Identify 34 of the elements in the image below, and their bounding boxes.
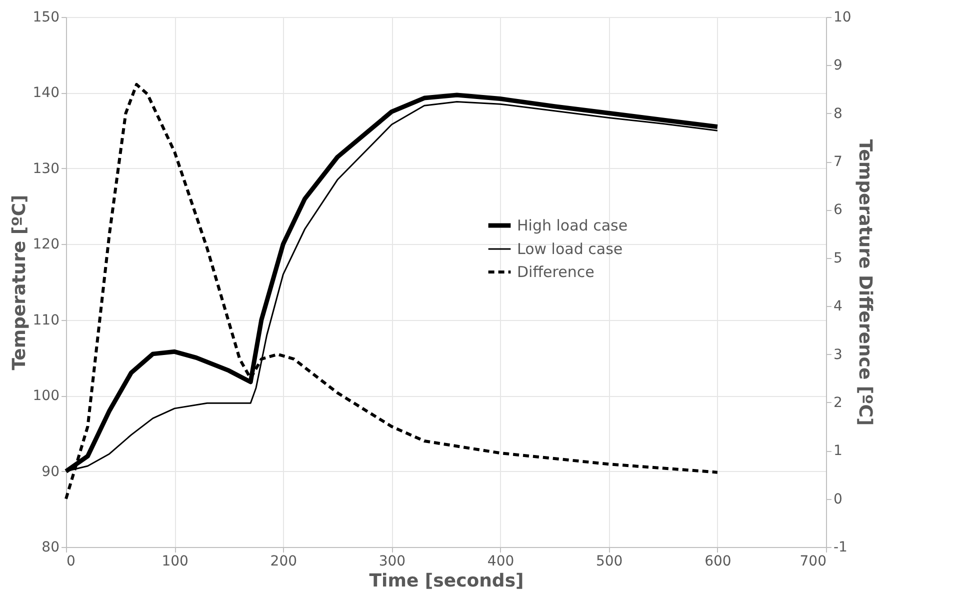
y2-tick-label: 7: [834, 154, 842, 170]
y-tick-label: 100: [32, 388, 60, 404]
y-tick-label: 110: [32, 312, 60, 328]
y2-tick-label: 4: [834, 298, 842, 315]
y2-tick-label: 6: [834, 202, 842, 218]
x-tick-label: 300: [378, 554, 406, 570]
y2-tick-label: 0: [834, 491, 842, 508]
y2-tick-label: 3: [834, 346, 842, 363]
legend-label: Difference: [517, 263, 594, 281]
legend-label: High load case: [517, 216, 628, 234]
x-tick-label: 100: [162, 554, 188, 570]
y-tick-label: 140: [32, 85, 60, 102]
y-tick-label: 130: [32, 160, 60, 177]
y-tick-label: 90: [42, 464, 60, 480]
legend-label: Low load case: [517, 240, 623, 258]
x-tick-label: 400: [487, 554, 514, 570]
y2-tick-label: 2: [834, 394, 842, 411]
y2-tick-label: 10: [834, 10, 852, 26]
y2-tick-label: -1: [834, 540, 848, 556]
x-tick-label: 0: [66, 554, 76, 570]
y2-tick-label: 1: [834, 443, 842, 460]
x-tick-label: 200: [270, 554, 298, 570]
y2-tick-label: 8: [834, 106, 842, 122]
y-axis-title: Temperature [ºC]: [8, 194, 30, 370]
y2-tick-label: 5: [834, 250, 842, 266]
y-tick-label: 150: [32, 10, 60, 26]
x-tick-label: 700: [800, 554, 826, 570]
x-tick-label: 500: [596, 554, 623, 570]
y-tick-label: 120: [32, 236, 60, 253]
y2-axis-title: Temperature Difference [ºC]: [854, 139, 876, 426]
y-tick-label: 80: [42, 540, 60, 556]
x-axis-title: Time [seconds]: [369, 570, 524, 592]
x-tick-label: 600: [704, 554, 732, 570]
y2-tick-label: 9: [834, 58, 842, 74]
